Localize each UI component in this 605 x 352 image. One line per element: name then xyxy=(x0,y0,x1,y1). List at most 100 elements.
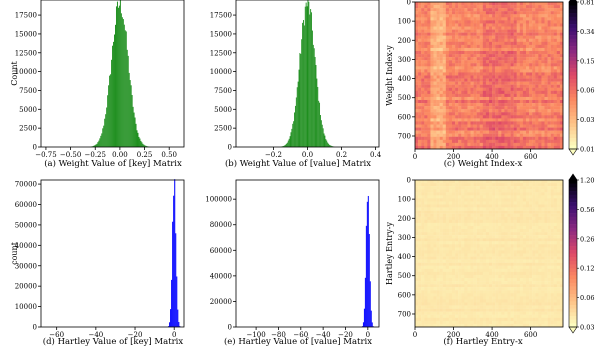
x-tick-label: 0.25 xyxy=(137,151,153,159)
x-tick-label: −0.75 xyxy=(35,151,56,159)
histogram-bar xyxy=(173,195,175,327)
histogram-bar xyxy=(125,31,127,148)
histogram-bar xyxy=(112,45,114,147)
histogram-bar xyxy=(293,121,295,147)
histogram-bar xyxy=(288,138,290,147)
y-tick-label: 20000 xyxy=(210,298,232,306)
histogram-bar xyxy=(329,145,331,147)
histogram-bar xyxy=(118,5,120,148)
histogram-bar xyxy=(316,78,318,147)
colorbar: 0.81 0.34 0.15 0.06 0.03 0.01 xyxy=(568,0,594,156)
y-axis-label: Count xyxy=(10,60,19,85)
x-tick-label: 0.4 xyxy=(370,151,382,159)
y-tick-label: 2500 xyxy=(214,125,232,133)
histogram-bar xyxy=(314,56,316,147)
y-tick-label: 60000 xyxy=(210,247,232,255)
y-tick-label: 10000 xyxy=(15,303,37,311)
colorbar-tick-label: 0.15 xyxy=(580,57,594,65)
histogram-bar xyxy=(306,6,308,147)
x-tick-label: 0.50 xyxy=(161,151,177,159)
histogram-bar xyxy=(286,143,287,147)
panel-e: −100 −80 −60 −40 −20 0 0 20000 40000 60000 80000 10… xyxy=(205,179,380,347)
x-tick-label: −80 xyxy=(271,331,286,339)
histogram-bar xyxy=(319,102,321,147)
histogram-bar xyxy=(108,85,110,147)
histogram-bar xyxy=(102,128,104,147)
panel-a: −0.75 −0.50 −0.25 0.00 0.25 0.50 0 2500 5000 7500… xyxy=(10,0,185,169)
panel-caption: (b) Weight Value of [value] Matrix xyxy=(225,158,371,169)
colorbar-tick-label: 1.20 xyxy=(580,177,594,185)
histogram-bar xyxy=(328,143,329,147)
histogram-bar xyxy=(107,95,109,147)
histogram-bar xyxy=(362,322,364,327)
histogram-bar xyxy=(117,7,119,148)
histogram-bar xyxy=(303,20,304,148)
panel-caption: (c) Weight Index-x xyxy=(444,158,523,169)
histogram-bar xyxy=(179,326,181,327)
y-tick-label: 500 xyxy=(398,272,411,280)
histogram-bar xyxy=(296,87,298,147)
histogram-bar xyxy=(294,105,296,147)
histogram-bar xyxy=(171,279,173,327)
histogram-bar xyxy=(127,55,129,147)
y-tick-label: 100000 xyxy=(205,196,232,204)
histogram-bar xyxy=(371,322,373,327)
histogram-bar xyxy=(104,118,106,147)
histogram-bar xyxy=(325,139,327,147)
histogram-bar xyxy=(315,65,317,147)
histogram-bar xyxy=(92,146,94,147)
y-tick-label: 17500 xyxy=(210,12,232,20)
y-tick-label: 300 xyxy=(398,56,411,64)
x-tick-label: 600 xyxy=(524,153,537,161)
histogram-bar xyxy=(122,19,124,147)
colorbar-tick-label: 0.06 xyxy=(580,294,594,302)
histogram-bar xyxy=(324,135,326,147)
histogram-bar xyxy=(364,277,366,327)
axes-frame xyxy=(40,0,185,148)
histogram-bar xyxy=(301,39,303,147)
y-tick-label: 5000 xyxy=(214,106,232,114)
histogram-bar xyxy=(292,123,294,147)
histogram-bar xyxy=(121,17,123,148)
y-tick-label: 400 xyxy=(398,75,411,83)
x-tick-label: −0.50 xyxy=(60,151,81,159)
colorbar-extend-min xyxy=(568,326,578,334)
colorbar-tick-label: 0.81 xyxy=(580,0,594,7)
x-tick-label: −100 xyxy=(246,331,265,339)
histogram-bar xyxy=(365,225,367,327)
y-tick-label: 50000 xyxy=(15,221,37,229)
colorbar-tick-label: 0.34 xyxy=(580,28,594,36)
histogram-bar xyxy=(309,14,311,148)
histogram-bar xyxy=(105,114,107,147)
y-tick-label: 400 xyxy=(398,253,411,261)
colorbar-tick-label: 0.56 xyxy=(580,206,594,214)
histogram-bar xyxy=(297,81,299,147)
y-tick-label: 0 xyxy=(33,324,37,332)
y-tick-label: 15000 xyxy=(15,30,37,38)
histogram-bar xyxy=(177,309,179,327)
histogram-bar xyxy=(139,138,141,147)
histogram-bar xyxy=(310,9,312,148)
y-tick-label: 60000 xyxy=(15,201,37,209)
y-tick-label: 40000 xyxy=(210,272,232,280)
x-tick-label: 0 xyxy=(366,331,370,339)
histogram-bar xyxy=(133,112,135,147)
y-tick-label: 2500 xyxy=(19,125,37,133)
histogram-bar xyxy=(124,30,126,147)
histogram-bar xyxy=(313,48,315,147)
histogram-bar xyxy=(294,112,295,147)
x-tick-label: 0 xyxy=(172,331,176,339)
histogram-bar xyxy=(137,132,139,147)
histogram-bar xyxy=(331,146,333,147)
y-axis-label: Weight Index-y xyxy=(385,45,394,106)
histogram-bar xyxy=(132,106,134,147)
histogram-bar xyxy=(119,0,121,148)
x-tick-label: 200 xyxy=(447,153,460,161)
y-tick-label: 20000 xyxy=(15,283,37,291)
y-tick-label: 200 xyxy=(398,215,411,223)
histogram-bar xyxy=(169,322,171,327)
histogram-bar xyxy=(289,136,291,147)
y-tick-label: 7500 xyxy=(19,87,37,95)
x-tick-label: 0.0 xyxy=(302,151,313,159)
histogram-bar xyxy=(311,30,313,148)
